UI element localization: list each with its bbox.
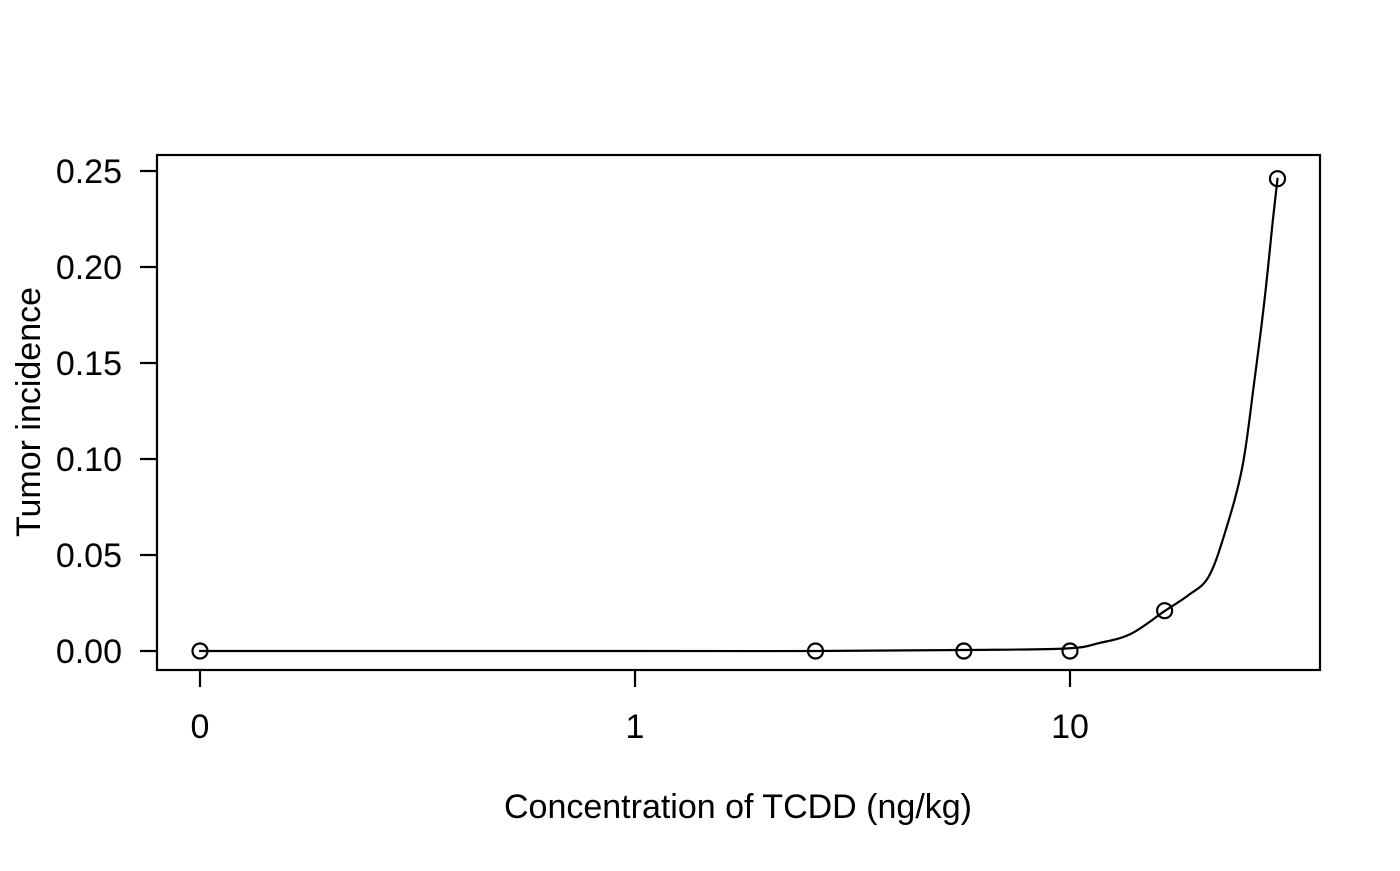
- x-axis-ticks: 0 1 10: [191, 670, 1089, 746]
- y-tick-label: 0.05: [56, 537, 122, 575]
- y-tick-label: 0.20: [56, 249, 122, 287]
- data-point: [191, 642, 209, 660]
- y-axis-ticks: 0.00 0.05 0.10 0.15 0.20 0.25: [56, 153, 157, 671]
- plot-border: [155, 153, 1322, 672]
- y-tick-label: 0.15: [56, 345, 122, 383]
- data-point: [1061, 642, 1079, 660]
- data-point: [955, 642, 973, 660]
- data-point: [1268, 170, 1287, 188]
- y-tick-label: 0.25: [56, 153, 122, 191]
- data-point: [1155, 602, 1174, 620]
- y-tick-label: 0.00: [56, 633, 122, 671]
- fitted-curve: [198, 177, 1279, 653]
- y-tick-label: 0.10: [56, 441, 122, 479]
- x-tick-label: 0: [191, 708, 210, 746]
- data-point: [806, 642, 825, 660]
- x-tick-label: 10: [1051, 708, 1089, 746]
- x-axis-title: Concentration of TCDD (ng/kg): [504, 788, 972, 826]
- x-tick-label: 1: [626, 708, 645, 746]
- data-points: [191, 170, 1287, 660]
- y-axis-title: Tumor incidence: [10, 287, 48, 537]
